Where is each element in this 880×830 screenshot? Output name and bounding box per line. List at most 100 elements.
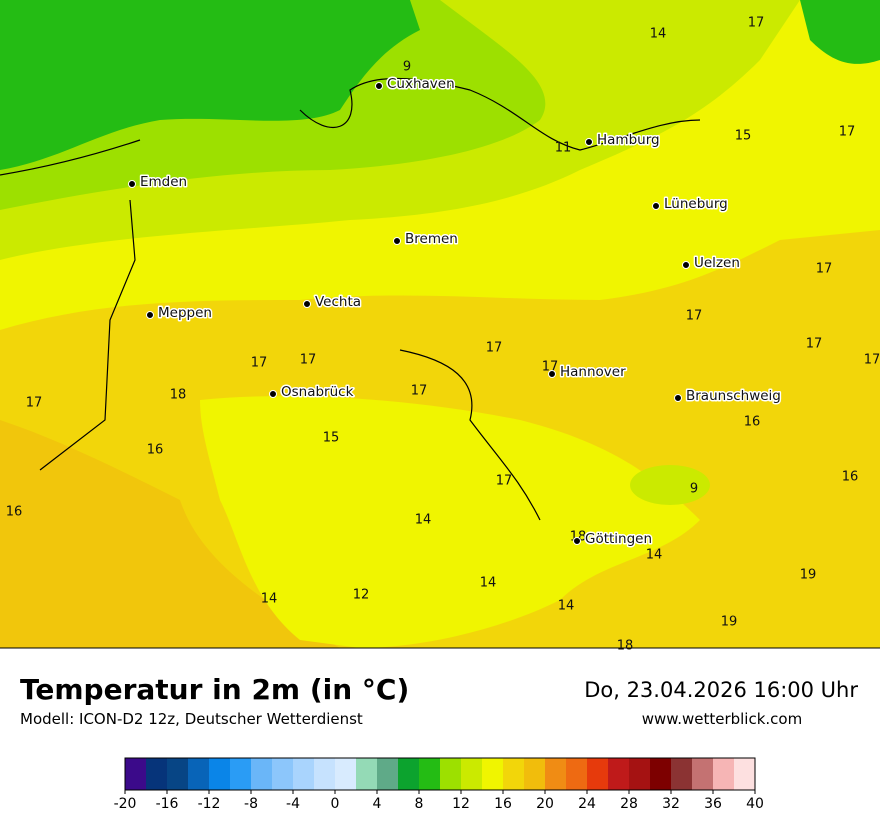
colorbar-tick-label: -20	[114, 796, 137, 812]
colorbar-box	[419, 758, 441, 790]
sea	[0, 0, 420, 170]
city-dot	[146, 311, 154, 319]
temperature-label: 14	[558, 599, 575, 614]
city-dot	[682, 261, 690, 269]
temperature-label: 17	[748, 16, 765, 31]
colorbar-box	[440, 758, 462, 790]
temperature-label: 17	[806, 337, 823, 352]
temperature-label: 14	[415, 513, 432, 528]
map-background	[0, 0, 880, 649]
colorbar-box	[713, 758, 735, 790]
temperature-label: 19	[721, 615, 738, 630]
warm-area	[0, 420, 340, 648]
temperature-label: 11	[555, 141, 572, 156]
city-dot	[548, 370, 556, 378]
city-name: Lüneburg	[664, 196, 728, 212]
temperature-label: 17	[839, 125, 856, 140]
city-dot	[652, 202, 660, 210]
temperature-label: 14	[261, 592, 278, 607]
colorbar-box	[650, 758, 672, 790]
colorbar-box	[125, 758, 147, 790]
colorbar-box	[629, 758, 651, 790]
colorbar-box	[692, 758, 714, 790]
temperature-label: 12	[353, 588, 370, 603]
colorbar-tick-label: 32	[662, 796, 680, 812]
city-dot	[303, 300, 311, 308]
colorbar-tick-label: 8	[415, 796, 424, 812]
colorbar-box	[608, 758, 630, 790]
cities: Cuxhaven Hamburg Emden Lüneburg Bremen Uelzen…	[128, 75, 782, 549]
colorbar-tick-label: 40	[746, 796, 764, 812]
temperature-label: 14	[646, 548, 663, 563]
colorbar-tick-label: -4	[286, 796, 300, 812]
colorbar-tick-label: 0	[331, 796, 340, 812]
city-name: Meppen	[158, 305, 212, 321]
title: Temperatur in 2m (in °C)	[20, 673, 409, 706]
city-dot	[269, 390, 277, 398]
temperature-label: 14	[650, 27, 667, 42]
colorbar-box	[272, 758, 294, 790]
temperature-label: 9	[403, 60, 411, 75]
colorbar-tick-label: 16	[494, 796, 512, 812]
colorbar-tick-label: 36	[704, 796, 722, 812]
city-dot	[393, 237, 401, 245]
city-name: Bremen	[405, 231, 458, 247]
temperature-label: 17	[864, 353, 880, 368]
temperature-label: 18	[170, 388, 187, 403]
colorbar-box	[524, 758, 546, 790]
temperature-label: 16	[842, 470, 859, 485]
colorbar-tick-label: -8	[244, 796, 258, 812]
temperature-label: 17	[496, 474, 513, 489]
colorbar: -20 -16 -12 -8 -4 0 4 8 12 16 20 24 28 32 36 40	[114, 757, 764, 812]
city-dot	[375, 82, 383, 90]
colorbar-tick-label: -12	[198, 796, 221, 812]
temperature-label: 18	[617, 639, 634, 654]
city-name: Vechta	[315, 294, 361, 310]
colorbar-box	[209, 758, 231, 790]
temperature-label: 17	[816, 262, 833, 277]
colorbar-box	[461, 758, 483, 790]
date: Do, 23.04.2026 16:00 Uhr	[584, 678, 858, 702]
colorbar-box	[587, 758, 609, 790]
colorbar-box	[545, 758, 567, 790]
temperature-label: 16	[744, 415, 761, 430]
colorbar-box	[398, 758, 420, 790]
colorbar-box	[251, 758, 273, 790]
temperature-label: 16	[6, 505, 23, 520]
city-dot	[585, 138, 593, 146]
colorbar-tick-label: 28	[620, 796, 638, 812]
city-dot	[674, 394, 682, 402]
cool-spot	[630, 465, 710, 505]
borders	[0, 77, 701, 521]
temperature-label: 17	[26, 396, 43, 411]
colorbar-tick-label: -16	[156, 796, 179, 812]
temperature-label: 14	[480, 576, 497, 591]
temperature-label: 19	[800, 568, 817, 583]
colorbar-tick-label: 20	[536, 796, 554, 812]
colorbar-box	[671, 758, 693, 790]
map-labels: 14 17 9 15 17 11 17 17 17 17 17 17 17 17 17 17 18 15 16 16 1…	[6, 16, 880, 654]
colorbar-box	[566, 758, 588, 790]
colorbar-box	[314, 758, 336, 790]
temperature-label: 17	[251, 356, 268, 371]
colorbar-box	[503, 758, 525, 790]
colorbar-box	[146, 758, 168, 790]
website: www.wetterblick.com	[642, 710, 802, 728]
temperature-label: 15	[323, 431, 340, 446]
colorbar-box	[482, 758, 504, 790]
temperature-label: 17	[300, 353, 317, 368]
temperature-label: 17	[411, 384, 428, 399]
colorbar-box	[293, 758, 315, 790]
city-dot	[573, 537, 581, 545]
yellow-area	[200, 396, 700, 648]
city-name: Emden	[140, 174, 187, 190]
colorbar-tick-label: 4	[373, 796, 382, 812]
temperature-label: 17	[486, 341, 503, 356]
temperature-label: 17	[686, 309, 703, 324]
colorbar-box	[230, 758, 252, 790]
city-name: Cuxhaven	[387, 76, 455, 92]
colorbar-box	[734, 758, 756, 790]
colorbar-box	[377, 758, 399, 790]
city-name: Hannover	[560, 364, 626, 380]
